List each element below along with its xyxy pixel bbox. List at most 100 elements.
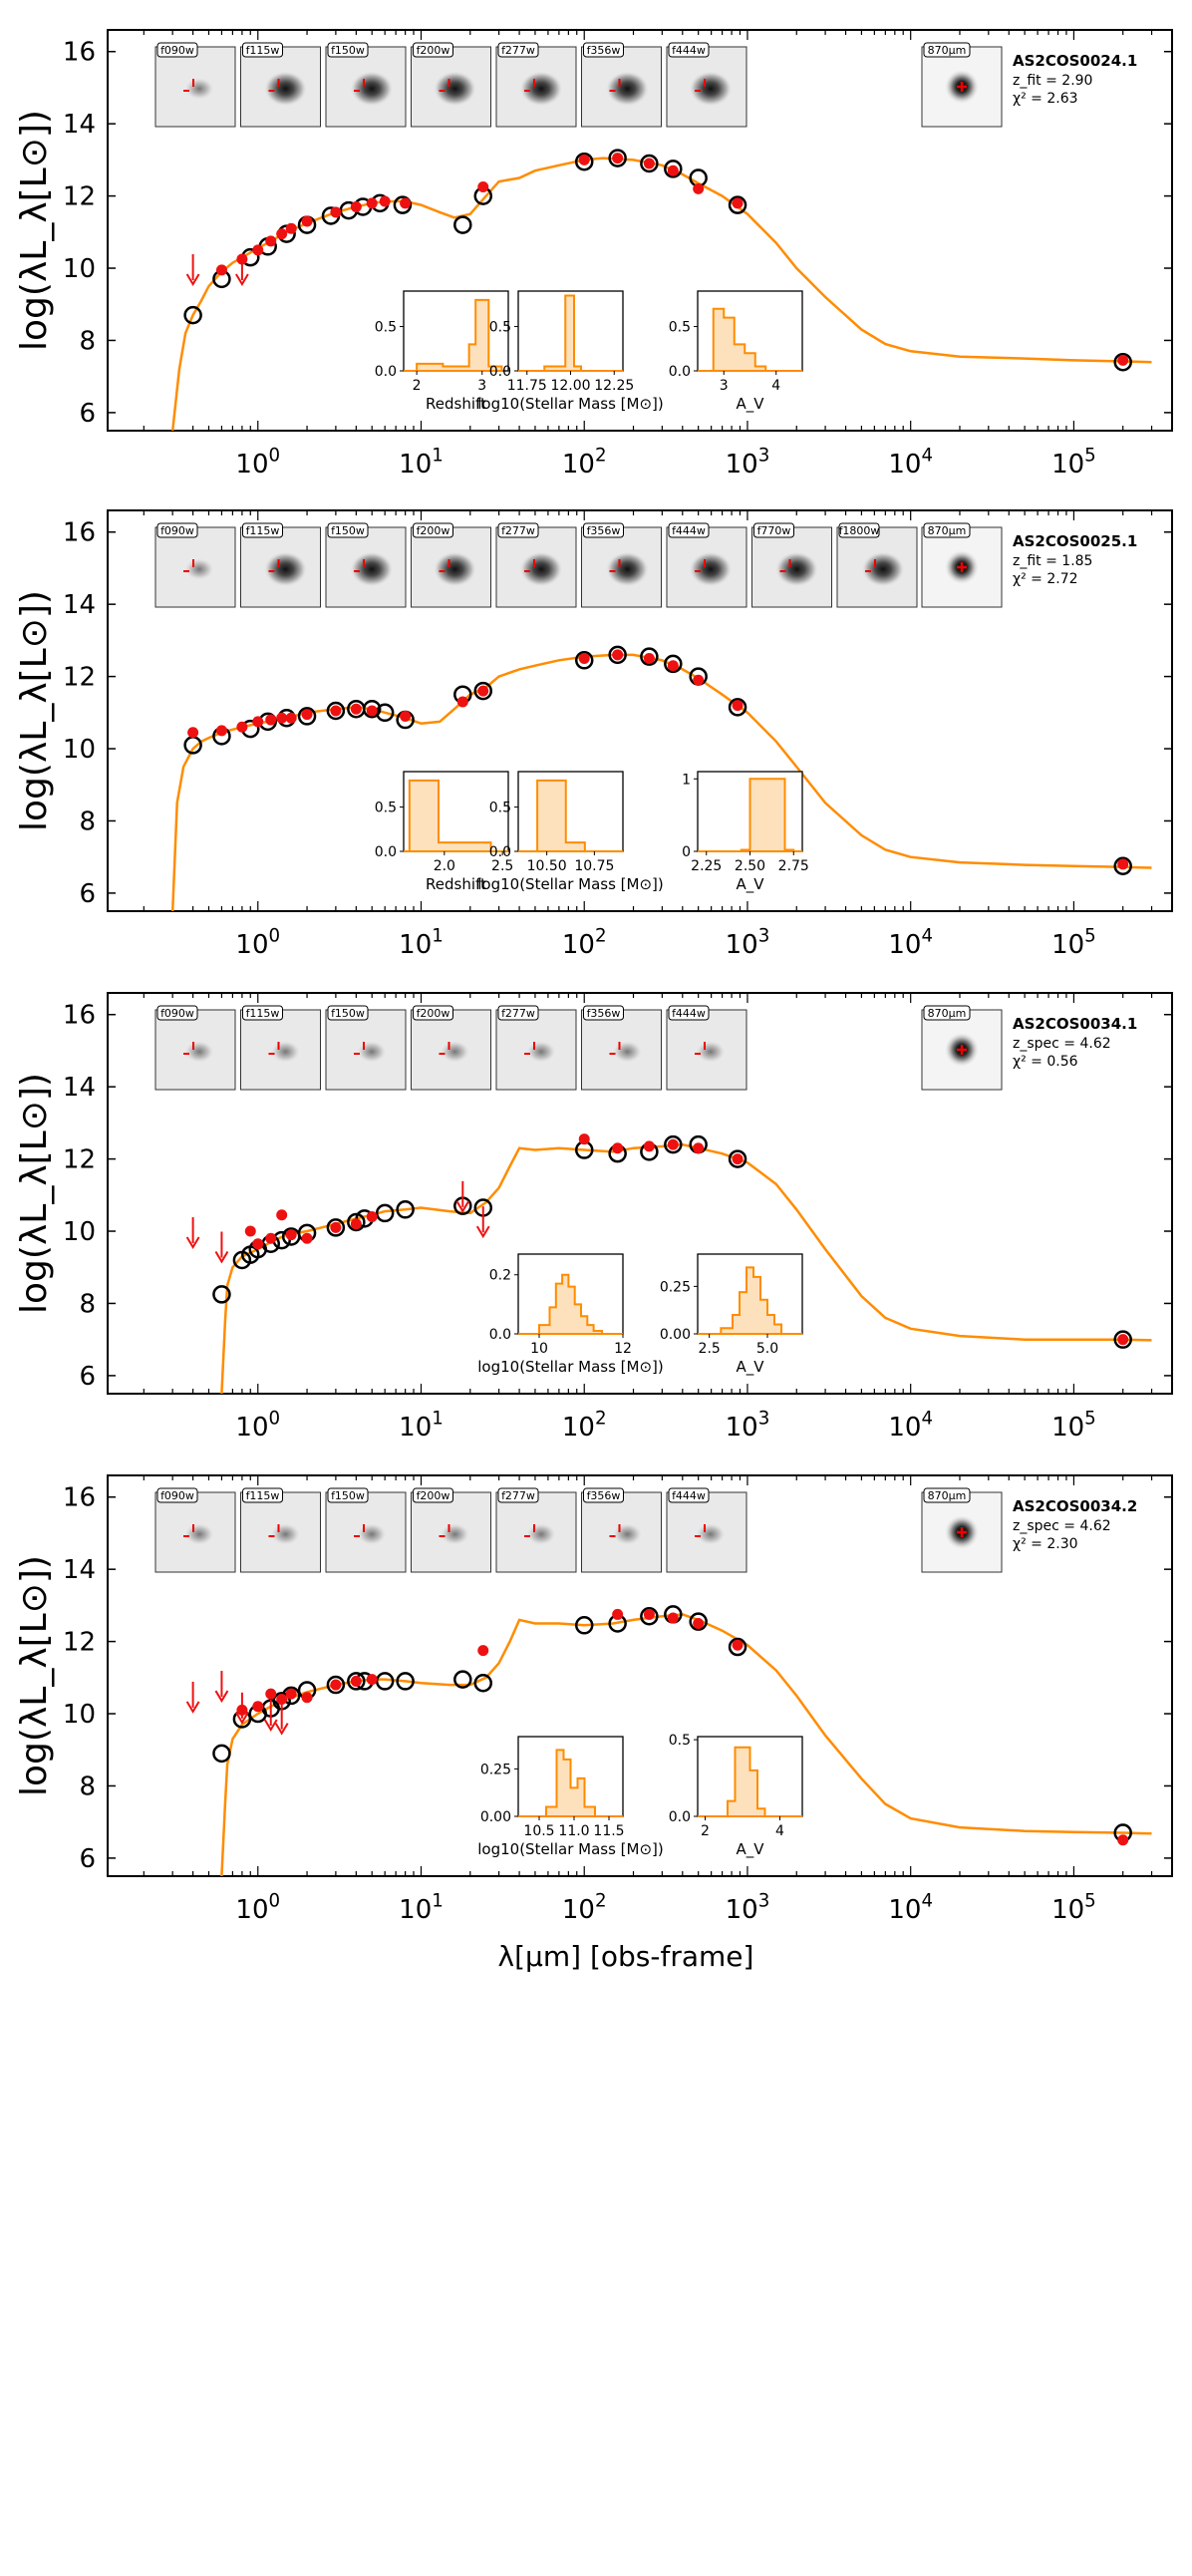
filter-label: f150w	[331, 1489, 365, 1502]
filter-label: f356w	[587, 524, 621, 537]
inset-axis-label: Redshift	[426, 875, 486, 893]
model-photometry-point	[667, 1138, 679, 1150]
source-emission	[611, 1040, 644, 1064]
sed-model-line	[170, 157, 1152, 432]
y-tick-label: 12	[63, 1628, 96, 1658]
x-tick-label: 105	[1051, 1890, 1096, 1925]
observed-point	[362, 699, 382, 719]
cutout-870um: 870μm	[921, 1487, 1003, 1573]
cutout-f090w: f090w	[154, 42, 236, 128]
plot-frame	[107, 1474, 1173, 1877]
filter-label: f200w	[417, 44, 450, 57]
observed-point	[326, 701, 346, 721]
model-photometry-point	[732, 700, 744, 712]
model-photometry-point	[215, 725, 227, 737]
upper-limit-arrowhead	[263, 1719, 278, 1732]
source-emission	[183, 1040, 215, 1064]
inset-axis-label: A_V	[736, 395, 764, 414]
observed-point	[728, 1149, 747, 1168]
cutout-870um: 870μm	[921, 42, 1003, 128]
model-photometry-point	[350, 200, 362, 212]
x-tick-label: 100	[235, 1890, 280, 1925]
inset-x-tick-label: 2.5	[491, 858, 513, 874]
cutout-f356w: f356w	[581, 42, 662, 128]
source-emission	[861, 551, 905, 587]
inset-y-tick-label: 0.0	[669, 1809, 691, 1825]
x-tick-label: 104	[888, 925, 933, 960]
observed-point	[728, 698, 747, 717]
inset-x-tick-label: 2.0	[434, 858, 455, 874]
observed-point	[608, 645, 627, 665]
y-tick-label: 10	[63, 735, 96, 765]
filter-label-box	[242, 42, 283, 58]
y-tick-label: 8	[79, 1289, 96, 1319]
filter-label: f115w	[246, 1489, 280, 1502]
inset-x-tick-label: 4	[775, 1823, 784, 1839]
source-marker	[957, 1527, 967, 1537]
filter-label-box	[327, 42, 369, 58]
inset-histogram-3: 0.0 0.5 3 4 A_V	[669, 290, 803, 414]
source-marker	[957, 562, 967, 572]
filter-label: f150w	[331, 1007, 365, 1020]
cutout-f277w: f277w	[495, 522, 577, 608]
upper-limit-arrowhead	[235, 1712, 249, 1725]
sed-panel-3: 6 8 10 12 14 16 100 101 102 103 104 105 log(λL_λ[L⊙]…	[14, 992, 1173, 1443]
inset-axis-label: log10(Stellar Mass [M⊙])	[477, 395, 664, 413]
model-photometry-point	[252, 244, 264, 256]
histogram-bars	[518, 779, 623, 852]
model-photometry-point	[330, 1221, 342, 1233]
sed-panel-1: 6 8 10 12 14 16 100 101 102 103 104 105 log(λL_λ[L⊙]…	[14, 29, 1173, 480]
filter-label-box	[668, 1487, 710, 1503]
cutout-870um: 870μm	[921, 522, 1003, 608]
inset-y-tick-label: 0.5	[489, 801, 511, 816]
observed-point	[473, 681, 493, 701]
redshift-label: z_spec = 4.62	[1013, 1518, 1111, 1534]
inset-y-tick-label: 0.00	[660, 1327, 691, 1343]
x-tick-label: 103	[726, 1890, 770, 1925]
model-photometry-point	[330, 206, 342, 218]
observed-point	[183, 305, 202, 325]
observed-point	[297, 707, 317, 726]
model-photometry-point	[252, 716, 264, 728]
model-photometry-point	[301, 1692, 313, 1704]
cutout-f444w: f444w	[666, 1487, 747, 1573]
inset-axis-label: A_V	[736, 1840, 764, 1859]
inset-frame	[403, 290, 509, 372]
y-tick-label: 8	[79, 1771, 96, 1801]
filter-label-box	[583, 1487, 624, 1503]
model-photometry-point	[285, 1229, 297, 1241]
y-tick-label: 10	[63, 1700, 96, 1730]
model-photometry-point	[330, 1679, 342, 1691]
x-tick-label: 102	[562, 445, 607, 480]
chi2-label: χ² = 2.30	[1013, 1536, 1078, 1552]
filter-label-box	[413, 522, 453, 538]
histogram-bars	[698, 307, 802, 372]
x-tick-label: 105	[1051, 1408, 1096, 1443]
observed-point	[689, 1612, 708, 1631]
inset-axis-label: log10(Stellar Mass [M⊙])	[477, 875, 664, 893]
source-marker	[957, 1045, 967, 1055]
filter-label: 870μm	[928, 524, 967, 537]
source-emission	[356, 1522, 388, 1546]
y-tick-label: 14	[63, 110, 96, 140]
cutout-f356w: f356w	[581, 1487, 662, 1573]
filter-label: f090w	[160, 524, 194, 537]
model-photometry-point	[215, 264, 227, 276]
source-emission	[356, 1040, 388, 1064]
y-tick-label: 12	[63, 1145, 96, 1175]
inset-x-tick-label: 10.5	[523, 1823, 554, 1839]
observed-point	[728, 195, 747, 214]
inset-y-tick-label: 0.2	[489, 1268, 511, 1284]
x-tick-label: 104	[888, 445, 933, 480]
cutout-f115w: f115w	[240, 1487, 321, 1573]
histogram-bars	[698, 1746, 802, 1817]
cutout-f444w: f444w	[666, 1005, 747, 1091]
observed-point	[664, 654, 683, 674]
y-tick-label: 14	[63, 1073, 96, 1103]
cutout-f200w: f200w	[411, 1487, 491, 1573]
source-marker	[957, 82, 967, 92]
model-photometry-point	[285, 1688, 297, 1700]
y-tick-label: 14	[63, 1555, 96, 1585]
inset-x-tick-label: 10.75	[574, 858, 614, 874]
